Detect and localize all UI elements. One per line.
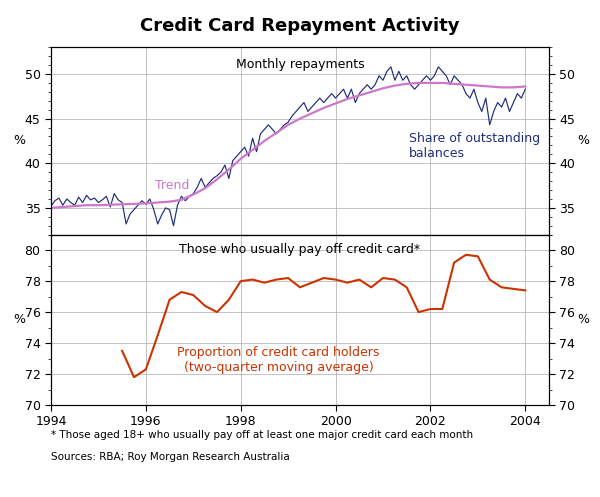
Text: Share of outstanding
balances: Share of outstanding balances [409,132,540,160]
Y-axis label: %: % [13,313,25,327]
Text: Those who usually pay off credit card*: Those who usually pay off credit card* [179,243,421,256]
Y-axis label: %: % [578,134,590,148]
Text: Proportion of credit card holders
(two-quarter moving average): Proportion of credit card holders (two-q… [178,346,380,374]
Y-axis label: %: % [13,134,25,148]
Text: * Those aged 18+ who usually pay off at least one major credit card each month: * Those aged 18+ who usually pay off at … [51,430,473,440]
Text: Trend: Trend [155,179,190,192]
Y-axis label: %: % [578,313,590,327]
Text: Sources: RBA; Roy Morgan Research Australia: Sources: RBA; Roy Morgan Research Austra… [51,452,290,462]
Text: Monthly repayments: Monthly repayments [236,59,364,72]
Text: Credit Card Repayment Activity: Credit Card Repayment Activity [140,17,460,35]
